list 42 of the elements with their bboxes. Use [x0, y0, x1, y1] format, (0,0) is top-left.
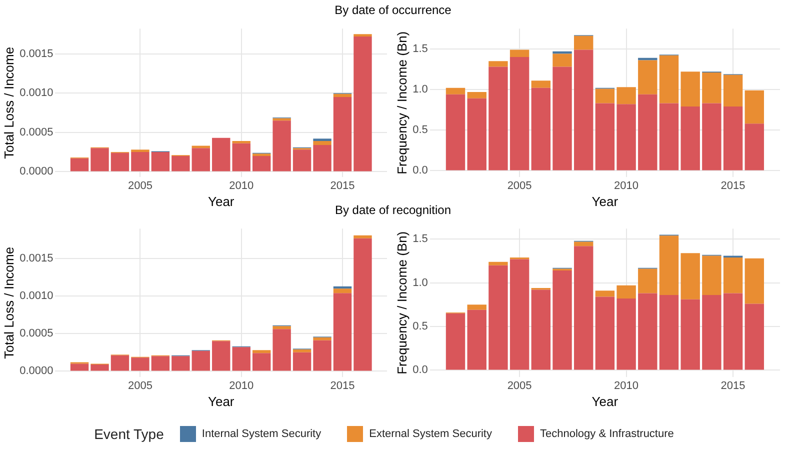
y-tick-label: 0.0015 [20, 48, 54, 60]
x-tick-label: 2005 [128, 180, 152, 192]
y-axis-title: Frequency / Income (Bn) [394, 231, 410, 374]
y-tick-label: 0.5 [412, 320, 428, 333]
y-tick-label: 0.0010 [20, 290, 54, 302]
x-tick-label: 2015 [720, 380, 746, 392]
y-tick-label: 0.0005 [20, 126, 54, 138]
y-tick-label: 0.0010 [20, 87, 54, 100]
x-tick-label: 2015 [720, 180, 746, 192]
y-tick-label: 0.0015 [20, 252, 54, 265]
y-tick-label: 0.0000 [20, 365, 54, 378]
x-axis-title: Year [208, 194, 235, 209]
y-tick-label: 1.0 [412, 276, 428, 289]
x-axis-title: Year [592, 194, 619, 209]
x-tick-label: 2010 [614, 380, 639, 392]
x-axis-title: Year [208, 394, 235, 409]
x-axis-title: Year [592, 394, 619, 409]
legend-title: Event Type [94, 426, 164, 442]
x-tick-label: 2005 [507, 180, 532, 192]
y-tick-label: 0.5 [412, 124, 428, 136]
chart-title: By date of occurrence [334, 3, 452, 17]
x-tick-label: 2015 [330, 180, 355, 192]
x-tick-label: 2010 [614, 180, 639, 192]
x-tick-label: 2005 [128, 380, 152, 392]
y-tick-label: 1.0 [412, 84, 428, 96]
x-tick-label: 2005 [507, 380, 532, 392]
y-tick-label: 0.0 [412, 164, 428, 177]
y-tick-label: 1.5 [412, 42, 428, 55]
legend-label: External System Security [369, 428, 492, 440]
y-axis-title: Total Loss / Income [1, 46, 16, 159]
x-tick-label: 2015 [330, 380, 355, 392]
y-tick-label: 0.0 [412, 364, 428, 376]
legend-label: Internal System Security [202, 428, 322, 440]
y-tick-label: 0.0005 [20, 328, 54, 340]
legend-label: Technology & Infrastructure [540, 428, 674, 440]
y-axis-title: Total Loss / Income [1, 246, 16, 359]
x-tick-label: 2010 [229, 180, 254, 192]
y-tick-label: 0.0000 [20, 166, 54, 178]
y-axis-title: Frequency / Income (Bn) [394, 31, 410, 174]
chart-title: By date of recognition [334, 203, 452, 217]
y-tick-label: 1.5 [412, 233, 428, 246]
x-tick-label: 2010 [229, 380, 254, 392]
